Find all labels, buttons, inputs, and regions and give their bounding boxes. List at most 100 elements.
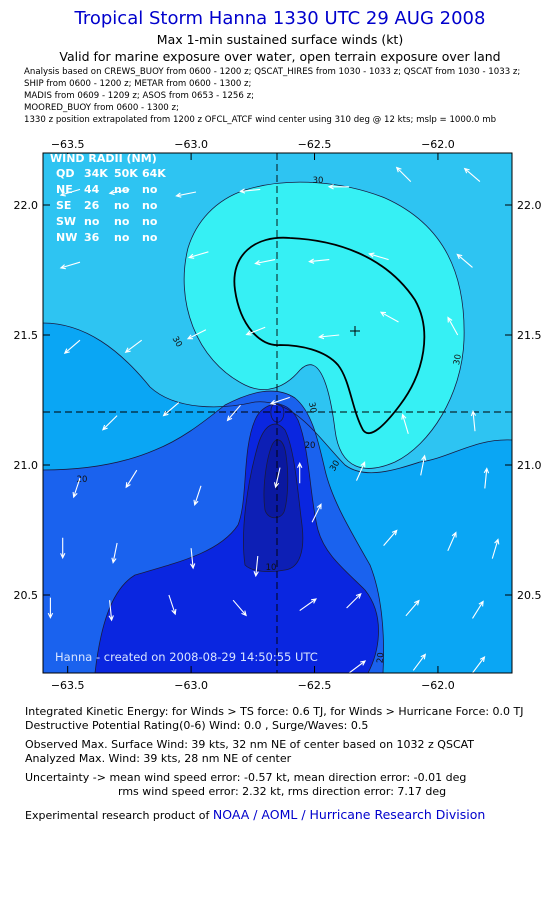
wind-radii-row-nw: NW 36 no no (56, 231, 158, 244)
wind-vector-arrow (245, 326, 266, 336)
analyzed-max-wind: Analyzed Max. Wind: 39 kts, 28 nm NE of … (25, 752, 292, 765)
wind-vector-arrow (187, 251, 209, 259)
wind-vector-arrow (186, 329, 207, 340)
wind-vector-arrow (472, 655, 486, 673)
contour-15 (94, 403, 379, 673)
wind-vector-arrow (269, 396, 290, 405)
y-tick-label-right: 20.5 (517, 589, 542, 602)
wind-vector-arrow (60, 537, 66, 560)
wind-vector-arrow (63, 339, 81, 355)
wind-contour-fields (43, 153, 512, 673)
max-wind-marker (350, 326, 360, 336)
wind-vector-arrow (226, 404, 241, 422)
wind-vector-arrow (447, 316, 459, 336)
wind-vector-arrow (348, 660, 367, 673)
wind-vector-arrow (355, 461, 366, 481)
axis-tick-labels: −63.5 −63.5 −63.0 −63.0 −62.5 −62.5 −62.0 −62.0… (14, 138, 542, 692)
y-tick-label-left: 20.5 (14, 589, 39, 602)
wind-vector-arrow (395, 166, 412, 182)
wind-vector-arrow (108, 188, 130, 196)
field-core (263, 439, 288, 518)
ike-line: Integrated Kinetic Energy: for Winds > T… (25, 705, 524, 718)
contour-label: 30 (306, 401, 318, 413)
wind-vector-arrow (327, 184, 350, 190)
wind-vector-arrow (299, 598, 318, 612)
contour-20 (43, 390, 384, 673)
contour-label: 20 (77, 475, 88, 485)
wind-vector-arrow (168, 594, 177, 616)
wind-vector-arrow (420, 454, 427, 476)
wind-vector-arrow (193, 485, 202, 507)
contour-5 (263, 439, 289, 519)
data-source-line: Analysis based on CREWS_BUOY from 0600 -… (24, 67, 521, 77)
plot-frame (42, 152, 513, 674)
wind-vector-arrow (383, 529, 398, 546)
data-source-line: MADIS from 0609 - 1209 z; ASOS from 0653… (24, 91, 254, 101)
wind-vector-arrow (405, 599, 420, 617)
contour-10 (243, 423, 304, 572)
wind-vector-arrow (379, 311, 399, 323)
wind-vector-arrow (368, 252, 389, 261)
wind-vector-arrow (125, 469, 138, 489)
wind-vector-arrow (470, 410, 477, 432)
x-tick-label-bottom: −63.0 (174, 679, 208, 692)
credit-organization-link[interactable]: NOAA / AOML / Hurricane Research Divisio… (212, 807, 486, 822)
x-tick-label-bottom: −63.5 (51, 679, 85, 692)
wind-vector-arrow (297, 461, 303, 484)
wind-vector-arrow (59, 188, 81, 197)
x-tick-label-bottom: −62.0 (421, 679, 455, 692)
wind-vector-arrow (111, 542, 118, 564)
wind-vector-arrow (483, 467, 490, 489)
x-tick-label-top: −62.0 (421, 138, 455, 151)
wind-vector-arrow (447, 531, 457, 552)
x-tick-label-top: −63.5 (51, 138, 85, 151)
chart-title: Tropical Storm Hanna 1330 UTC 29 AUG 200… (74, 8, 486, 29)
data-source-line: SHIP from 0600 - 1200 z; METAR from 0600… (24, 79, 252, 89)
contour-label: 30 (452, 353, 464, 365)
center-crosshair (43, 153, 512, 673)
wind-vector-arrow (47, 597, 54, 619)
uncertainty-line-2: rms wind speed error: 2.32 kt, rms direc… (118, 785, 447, 798)
wind-vector-arrow (311, 503, 322, 523)
wind-vector-arrow (456, 253, 473, 268)
wind-radii-header: QD 34K 50K 64K (56, 167, 166, 180)
contour-label: 30 (313, 176, 324, 186)
y-tick-label-right: 21.5 (517, 329, 542, 342)
contour-lines (43, 181, 512, 673)
contour-label: 20 (376, 652, 387, 664)
wind-vector-arrow (491, 538, 500, 559)
wind-vector-arrow (472, 600, 484, 619)
creation-watermark: Hanna - created on 2008-08-29 14:50:55 U… (55, 650, 318, 664)
wind-vector-layer (47, 166, 500, 673)
wind-vector-arrow (254, 259, 276, 266)
y-tick-label-right: 22.0 (517, 199, 542, 212)
axis-ticks (43, 153, 512, 673)
contour-label: 10 (266, 563, 277, 573)
x-tick-label-top: −63.0 (174, 138, 208, 151)
position-note: 1330 z position extrapolated from 1200 z… (24, 115, 497, 125)
wind-radii-row-ne: NE 44 no no (56, 183, 158, 196)
contour-label: 20 (305, 441, 316, 451)
wind-radii-title: WIND RADII (NM) (50, 152, 157, 165)
field-ge34 (184, 182, 465, 469)
wind-vector-arrow (124, 339, 143, 353)
wind-vector-arrow (108, 600, 114, 622)
wind-vector-arrow (318, 333, 340, 340)
wind-radii-table: WIND RADII (NM) QD 34K 50K 64K NE 44 no no SE 2… (50, 152, 166, 244)
x-tick-label-bottom: −62.5 (298, 679, 332, 692)
dpr-line: Destructive Potential Rating(0-6) Wind: … (25, 719, 369, 732)
wind-vector-arrow (401, 413, 409, 434)
wind-vector-arrow (162, 402, 180, 417)
wind-vector-arrow (72, 477, 81, 499)
wind-vector-arrow (412, 653, 427, 671)
wind-vector-arrow (190, 548, 196, 570)
contour-label: 30 (170, 335, 184, 349)
contour-label-layer: 30 30 30 30 30 20 20 20 10 (77, 176, 464, 664)
wind-vector-arrow (175, 191, 197, 198)
contour-34kt (233, 236, 426, 435)
observed-max-wind: Observed Max. Surface Wind: 39 kts, 32 n… (25, 738, 475, 751)
y-tick-label-left: 21.0 (14, 459, 39, 472)
wind-radii-row-se: SE 26 no no (56, 199, 158, 212)
wind-vector-arrow (101, 415, 118, 431)
